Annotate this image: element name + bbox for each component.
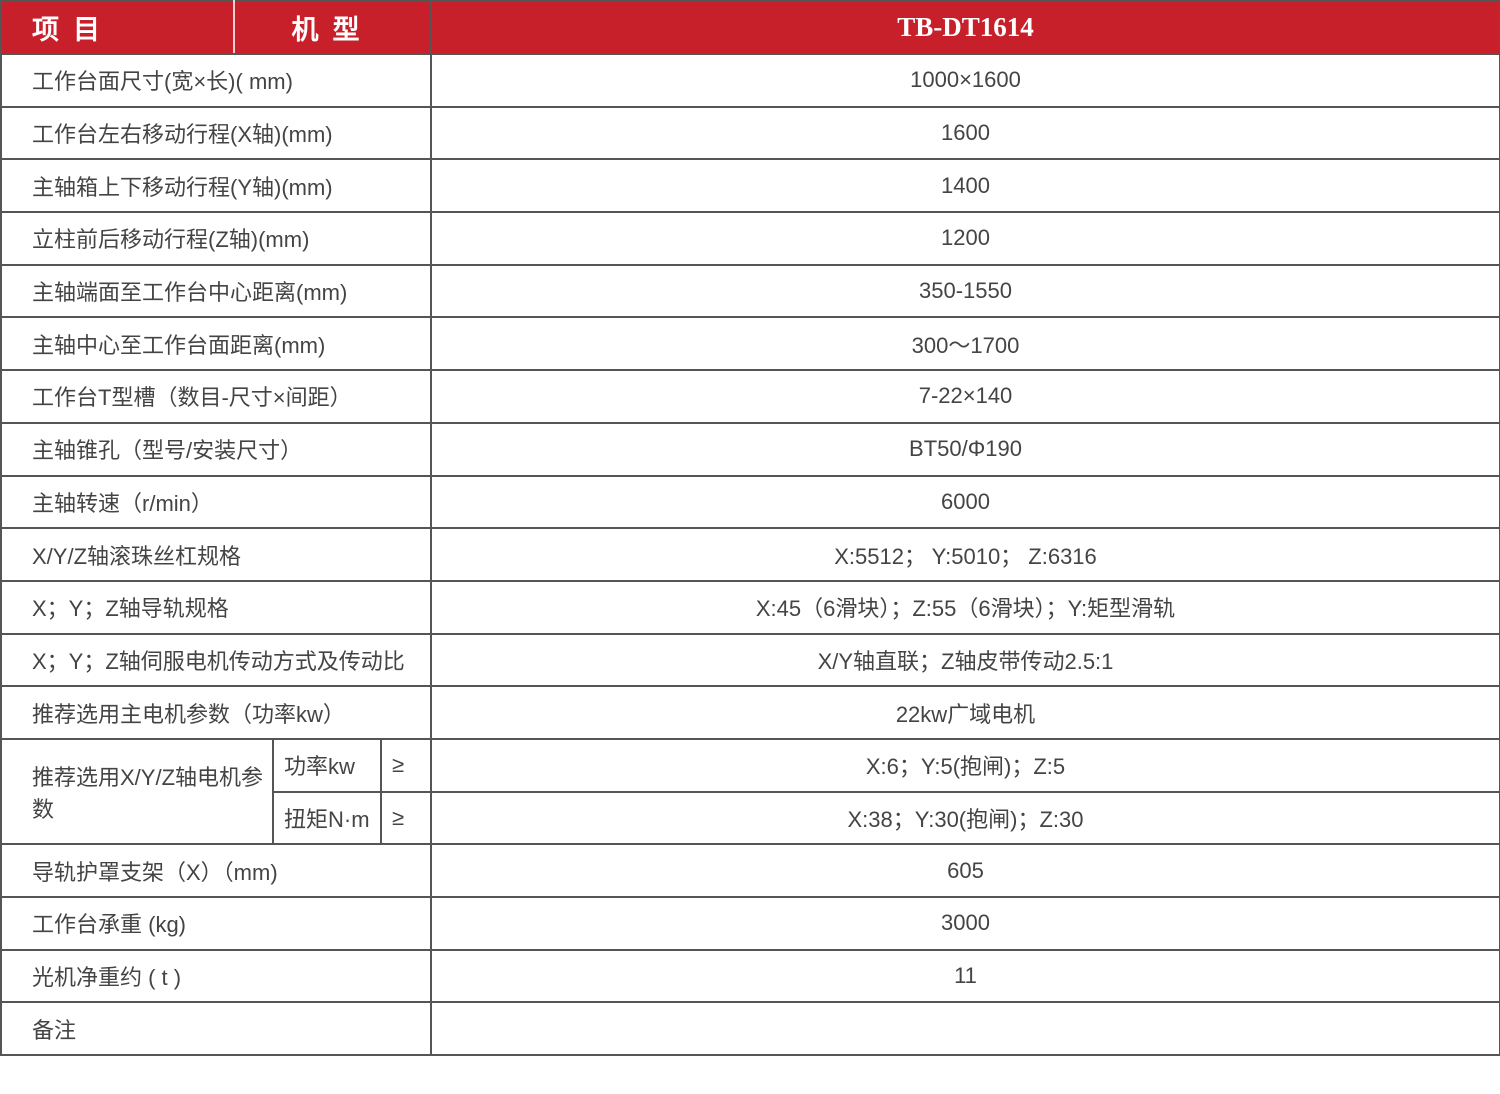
motor-sub-op: ≥ [380,737,432,793]
table-row: X/Y/Z轴滚珠丝杠规格 X:5512； Y:5010； Z:6316 [0,527,1500,582]
table-row: 主轴端面至工作台中心距离(mm) 350-1550 [0,263,1500,319]
table-row: 工作台左右移动行程(X轴)(mm) 1600 [0,105,1500,161]
row-value: 605 [430,843,1500,898]
row-value [430,1001,1500,1057]
spec-table: 项目 机型 TB-DT1614 工作台面尺寸(宽×长)( mm) 1000×160… [0,0,1500,1057]
motor-sub-label: 功率kw [272,737,382,793]
row-value: 7-22×140 [430,369,1500,424]
row-label: X；Y；Z轴伺服电机传动方式及传动比 [0,632,432,688]
motor-sub-value: X:38；Y:30(抱闸)；Z:30 [430,790,1500,846]
table-row: 备注 [0,1001,1500,1057]
row-value: 1000×1600 [430,53,1500,108]
table-row: 光机净重约 ( t ) 11 [0,948,1500,1004]
row-label: 工作台承重 (kg) [0,896,432,951]
row-value: 6000 [430,474,1500,530]
row-label: 主轴箱上下移动行程(Y轴)(mm) [0,158,432,214]
row-label: 主轴转速（r/min） [0,474,432,530]
table-row: 立柱前后移动行程(Z轴)(mm) 1200 [0,211,1500,266]
table-row: X；Y；Z轴导轨规格 X:45（6滑块）；Z:55（6滑块）；Y:矩型滑轨 [0,579,1500,635]
row-value: 22kw广域电机 [430,685,1500,740]
header-item: 项目 [0,0,235,55]
row-label: 导轨护罩支架（X）（mm) [0,843,432,898]
row-value: X:45（6滑块）；Z:55（6滑块）；Y:矩型滑轨 [430,579,1500,635]
row-label: 工作台面尺寸(宽×长)( mm) [0,53,432,108]
table-row: 工作台T型槽（数目-尺寸×间距） 7-22×140 [0,369,1500,424]
table-row: 主轴箱上下移动行程(Y轴)(mm) 1400 [0,158,1500,214]
header-model: TB-DT1614 [430,0,1500,55]
row-label: 备注 [0,1001,432,1057]
table-row: 工作台承重 (kg) 3000 [0,896,1500,951]
table-row: 推荐选用主电机参数（功率kw） 22kw广域电机 [0,685,1500,740]
row-value: 1200 [430,211,1500,266]
row-value: X/Y轴直联；Z轴皮带传动2.5:1 [430,632,1500,688]
row-label: 光机净重约 ( t ) [0,948,432,1004]
table-row: 主轴中心至工作台面距离(mm) 300～1700 [0,316,1500,372]
row-value: BT50/Φ190 [430,421,1500,477]
row-label: 主轴锥孔（型号/安装尺寸） [0,421,432,477]
row-value: 350-1550 [430,263,1500,319]
table-row: 导轨护罩支架（X）（mm) 605 [0,843,1500,898]
motor-sub-label: 扭矩N·m [272,790,382,846]
row-value: 3000 [430,896,1500,951]
row-label: X；Y；Z轴导轨规格 [0,579,432,635]
row-label: 立柱前后移动行程(Z轴)(mm) [0,211,432,266]
row-label: 推荐选用主电机参数（功率kw） [0,685,432,740]
table-row: 工作台面尺寸(宽×长)( mm) 1000×1600 [0,53,1500,108]
table-row: X；Y；Z轴伺服电机传动方式及传动比 X/Y轴直联；Z轴皮带传动2.5:1 [0,632,1500,688]
header-model-label: 机型 [233,0,432,55]
motor-sub-value: X:6；Y:5(抱闸)；Z:5 [430,737,1500,793]
table-row: 推荐选用X/Y/Z轴电机参数 功率kw ≥ X:6；Y:5(抱闸)；Z:5 [0,737,1500,846]
table-row: 主轴转速（r/min） 6000 [0,474,1500,530]
row-value: 1600 [430,105,1500,161]
header-row: 项目 机型 TB-DT1614 [0,0,1500,55]
row-label: X/Y/Z轴滚珠丝杠规格 [0,527,432,582]
motor-label: 推荐选用X/Y/Z轴电机参数 [0,737,274,846]
table-row: 扭矩N·m ≥ X:38；Y:30(抱闸)；Z:30 [1,790,1500,846]
row-label: 主轴端面至工作台中心距离(mm) [0,263,432,319]
row-label: 主轴中心至工作台面距离(mm) [0,316,432,372]
row-value: 11 [430,948,1500,1004]
motor-sub-op: ≥ [380,790,432,846]
table-row: 主轴锥孔（型号/安装尺寸） BT50/Φ190 [0,421,1500,477]
row-value: 300～1700 [430,316,1500,372]
row-label: 工作台左右移动行程(X轴)(mm) [0,105,432,161]
row-label: 工作台T型槽（数目-尺寸×间距） [0,369,432,424]
row-value: 1400 [430,158,1500,214]
row-value: X:5512； Y:5010； Z:6316 [430,527,1500,582]
